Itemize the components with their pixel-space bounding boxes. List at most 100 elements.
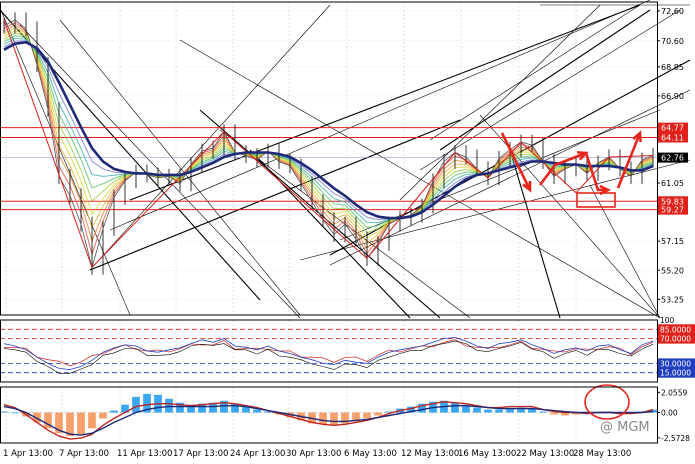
- trend-line: [0, 9, 261, 301]
- date-label: 22 May 13:00: [516, 449, 574, 459]
- macd-histogram-bar: [110, 410, 118, 413]
- forecast-arrow-head: [632, 130, 642, 143]
- annotations: [500, 130, 642, 208]
- panel-frame-1: [0, 319, 658, 383]
- date-label: 28 May 13:00: [573, 449, 631, 459]
- macd-histogram-bar: [198, 403, 206, 413]
- trend-line: [59, 19, 301, 316]
- macd-histogram-bar: [407, 406, 415, 413]
- macd-histogram-bar: [187, 404, 195, 413]
- macd-histogram-bar: [33, 412, 41, 423]
- date-label: 1 Apr 13:00: [3, 449, 53, 459]
- trend-line: [509, 149, 561, 319]
- macd-histogram-bar: [528, 408, 536, 413]
- panel-frame-0: [0, 1, 658, 316]
- macd-histogram-bar: [99, 412, 107, 419]
- macd-panel: 2.0559 0.00 -2.5728: [0, 384, 690, 443]
- macd-histogram-bar: [319, 412, 327, 425]
- macd-tick-label: 0.00: [661, 409, 678, 418]
- macd-histogram-bar: [374, 412, 382, 416]
- trend-line: [399, 4, 601, 201]
- rsi-label-bg: [658, 324, 695, 335]
- macd-signal-line: [3, 405, 654, 436]
- macd-histogram-bar: [473, 407, 481, 413]
- macd-histogram-bar: [121, 404, 129, 413]
- price-series: [3, 12, 654, 275]
- price-tick-label: 59.27: [661, 206, 684, 215]
- macd-histogram-bar: [385, 411, 393, 413]
- rsi-label-bg: [658, 367, 695, 378]
- macd-histogram-bar: [517, 407, 525, 413]
- price-label-bg: [658, 132, 688, 143]
- macd-highlight-circle: [584, 384, 630, 420]
- price-tick-label: 72.60: [661, 7, 684, 16]
- date-label: 12 May 13:00: [401, 449, 459, 459]
- price-tick-label: 70.60: [661, 37, 684, 46]
- trend-line: [179, 39, 661, 319]
- rsi-tick-label: 30.0000: [660, 359, 691, 368]
- trend-line: [129, 4, 641, 201]
- macd-histogram-bar: [66, 412, 74, 437]
- macd-histogram-bar: [550, 412, 558, 415]
- macd-histogram-bar: [561, 412, 569, 416]
- macd-histogram-bar: [77, 412, 85, 435]
- macd-histogram-bar: [451, 402, 459, 413]
- macd-histogram-bar: [231, 403, 239, 413]
- date-label: 30 Apr 13:00: [286, 449, 341, 459]
- target-zone-box: [576, 192, 616, 208]
- forecast-arrow: [500, 132, 532, 191]
- date-label: 7 Apr 13:00: [59, 449, 109, 459]
- axes: 1 Apr 13:00 7 Apr 13:00 11 Apr 13:00 17 Apr…: [0, 1, 688, 459]
- macd-histogram-bar: [572, 412, 580, 415]
- macd-tick-label: -2.5728: [661, 434, 690, 443]
- trend-line: [429, 4, 641, 141]
- macd-histogram-bar: [209, 402, 217, 413]
- date-label: 6 May 13:00: [344, 449, 397, 459]
- macd-histogram-bar: [44, 412, 52, 429]
- panel-frame-2: [0, 386, 658, 444]
- forecast-arrow: [616, 132, 642, 189]
- price-tick-label: 53.25: [661, 295, 684, 304]
- trend-line: [419, 9, 681, 171]
- date-label: 16 May 13:00: [458, 449, 516, 459]
- macd-histogram-bar: [88, 412, 96, 429]
- rsi-line: [3, 336, 654, 371]
- price-tick-label: 62.76: [661, 154, 684, 163]
- ma-slow-line: [3, 40, 654, 220]
- macd-histogram-bar: [11, 412, 19, 414]
- price-tick-label: 68.85: [661, 63, 684, 72]
- macd-histogram-bar: [143, 393, 151, 413]
- price-tick-label: 55.20: [661, 266, 684, 275]
- macd-histogram-bar: [55, 412, 63, 434]
- price-tick-label: 64.11: [661, 133, 684, 142]
- rsi-aux-line: [3, 340, 654, 374]
- trendlines: [0, 0, 691, 319]
- macd-histogram-bar: [220, 400, 228, 413]
- trend-line: [329, 89, 691, 266]
- rsi-tick-label: 15.0000: [660, 369, 691, 378]
- date-label: 11 Apr 13:00: [117, 449, 172, 459]
- macd-histogram-bar: [165, 398, 173, 413]
- price-label-bg: [658, 152, 688, 163]
- macd-histogram-bar: [264, 411, 272, 413]
- price-label-bg: [658, 196, 688, 207]
- forecast-arrow: [538, 151, 587, 186]
- macd-histogram-bar: [363, 412, 371, 419]
- macd-histogram-bar: [330, 412, 338, 426]
- macd-histogram-bar: [649, 409, 657, 413]
- macd-histogram-bar: [253, 409, 261, 413]
- price-tick-label: 66.90: [661, 92, 684, 101]
- macd-histogram-bar: [132, 396, 140, 413]
- trend-line: [0, 7, 131, 316]
- macd-histogram-bar: [418, 403, 426, 413]
- rsi-label-bg: [658, 358, 695, 369]
- macd-tick-label: 2.0559: [661, 388, 687, 397]
- forecast-arrow-head: [522, 180, 532, 193]
- price-label-bg: [658, 204, 688, 215]
- macd-histogram-bar: [539, 411, 547, 413]
- rsi-tick-label: 85.0000: [660, 325, 691, 334]
